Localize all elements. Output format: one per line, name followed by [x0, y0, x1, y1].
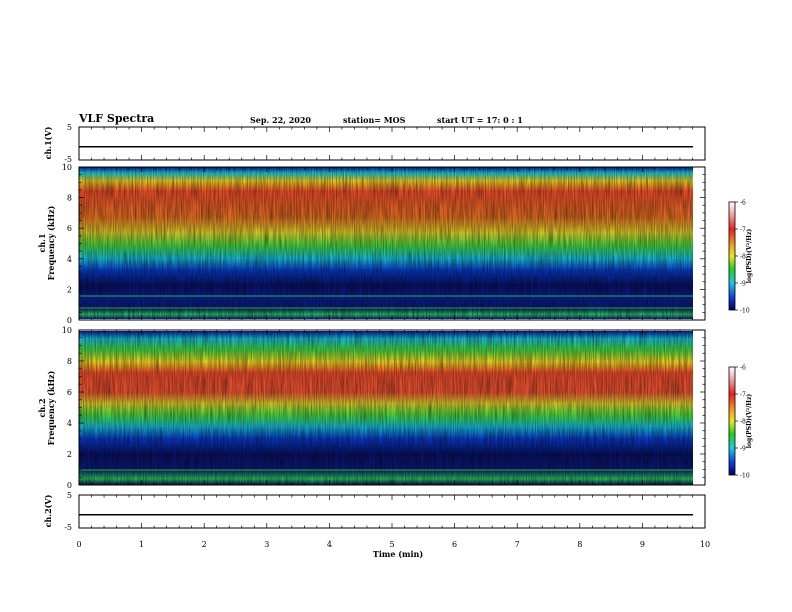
x-tick-label: 5	[389, 540, 394, 549]
x-tick-label: 4	[327, 540, 332, 549]
x-tick-label: 0	[76, 540, 81, 549]
ch2-colorbar-label: log(PSD)(V²/Hz)	[746, 394, 753, 449]
ch2-colorbar-ticks: -6 -7 -8 -9 -10	[735, 365, 750, 480]
y-tick-label: 6	[67, 224, 72, 233]
x-tick-label: 10	[700, 540, 710, 549]
ch1-spectrogram-xticks	[78, 167, 706, 320]
x-tick-label: 6	[452, 540, 457, 549]
ch2-colorbar-gradient	[728, 366, 736, 476]
ch1-wave-ytick-top: 5	[67, 123, 72, 132]
ylabel-line: ch.1	[37, 233, 47, 252]
x-tick-label: 1	[139, 540, 144, 549]
ch1-colorbar-gradient	[728, 201, 736, 311]
y-tick-label: 8	[67, 357, 72, 366]
y-tick-label: 6	[67, 388, 72, 397]
colorbar-tick-label: -10	[740, 308, 750, 315]
ch1-wave-ylabel: ch.1(V)	[43, 126, 53, 159]
x-tick-label: 9	[640, 540, 645, 549]
y-tick-label: 10	[62, 326, 72, 335]
ch1-waveform-xticks	[78, 127, 706, 160]
colorbar-tick-label: -8	[740, 419, 746, 426]
x-tick-label: 7	[515, 540, 520, 549]
ch2-wave-ytick-bottom: -5	[64, 523, 72, 532]
station-label: station= MOS	[343, 115, 406, 125]
ch1-colorbar-ticks: -6 -7 -8 -9 -10	[735, 200, 750, 315]
ch2-spectrogram-xticks	[78, 330, 706, 485]
ch2-spectrogram-panel: 0 2 4 6 8 10 ch.2Frequency (kHz)	[37, 326, 706, 490]
date-label: Sep. 22, 2020	[250, 115, 311, 125]
ylabel-line: Frequency (kHz)	[46, 205, 56, 280]
ylabel-line: ch.2	[37, 398, 47, 417]
y-tick-label: 8	[67, 194, 72, 203]
y-tick-label: 0	[67, 316, 72, 325]
ch1-wave-ytick-bottom: -5	[64, 155, 72, 164]
ch2-waveform-xticks	[78, 495, 706, 528]
colorbar-tick-label: -6	[740, 200, 746, 207]
ch1-spectrogram-texture	[79, 167, 693, 319]
ch2-spectrogram-texture	[79, 331, 693, 485]
ch1-spec-ylabel-channel: ch.1Frequency (kHz)	[37, 205, 56, 280]
y-tick-label: 10	[62, 163, 72, 172]
y-tick-label: 0	[67, 481, 72, 490]
x-tick-label: 2	[202, 540, 207, 549]
ch2-spec-ylabel: ch.2Frequency (kHz)	[37, 370, 56, 445]
y-tick-label: 4	[67, 255, 72, 264]
ch2-spectrogram-yticks: 0 2 4 6 8 10	[62, 326, 705, 490]
ch1-colorbar: -6 -7 -8 -9 -10 log(PSD)(V²/Hz)	[728, 200, 753, 315]
x-tick-label: 3	[264, 540, 269, 549]
y-tick-label: 2	[67, 285, 72, 294]
ch2-wave-ytick-top: 5	[67, 491, 72, 500]
ch1-spectrogram-panel: 0 2 4 6 8 10 ch.1Frequency (kHz)	[37, 163, 706, 325]
colorbar-tick-label: -7	[740, 227, 746, 234]
y-tick-label: 4	[67, 419, 72, 428]
colorbar-tick-label: -8	[740, 254, 746, 261]
colorbar-tick-label: -9	[740, 281, 746, 288]
x-tick-label: 8	[577, 540, 582, 549]
ylabel-line: Frequency (kHz)	[46, 370, 56, 445]
ch1-spectrogram-yticks: 0 2 4 6 8 10	[62, 163, 705, 325]
ch2-waveform-panel: 5 -5 ch.2(V) 0 1 2 3 4 5 6 7 8 9 10 Time (min)	[43, 491, 710, 559]
ch2-wave-ylabel: ch.2(V)	[43, 494, 53, 527]
colorbar-tick-label: -7	[740, 392, 746, 399]
x-axis-label: Time (min)	[373, 549, 423, 559]
ch1-colorbar-label: log(PSD)(V²/Hz)	[746, 229, 753, 284]
y-tick-label: 2	[67, 450, 72, 459]
start-time-label: start UT = 17: 0 : 1	[437, 115, 523, 125]
ch2-colorbar: -6 -7 -8 -9 -10 log(PSD)(V²/Hz)	[728, 365, 753, 480]
colorbar-tick-label: -9	[740, 446, 746, 453]
colorbar-tick-label: -10	[740, 473, 750, 480]
ch1-waveform-panel: 5 -5 ch.1(V)	[43, 123, 706, 164]
colorbar-tick-label: -6	[740, 365, 746, 372]
x-tick-labels: 0 1 2 3 4 5 6 7 8 9 10	[76, 540, 710, 549]
chart-title: VLF Spectra	[79, 112, 155, 125]
